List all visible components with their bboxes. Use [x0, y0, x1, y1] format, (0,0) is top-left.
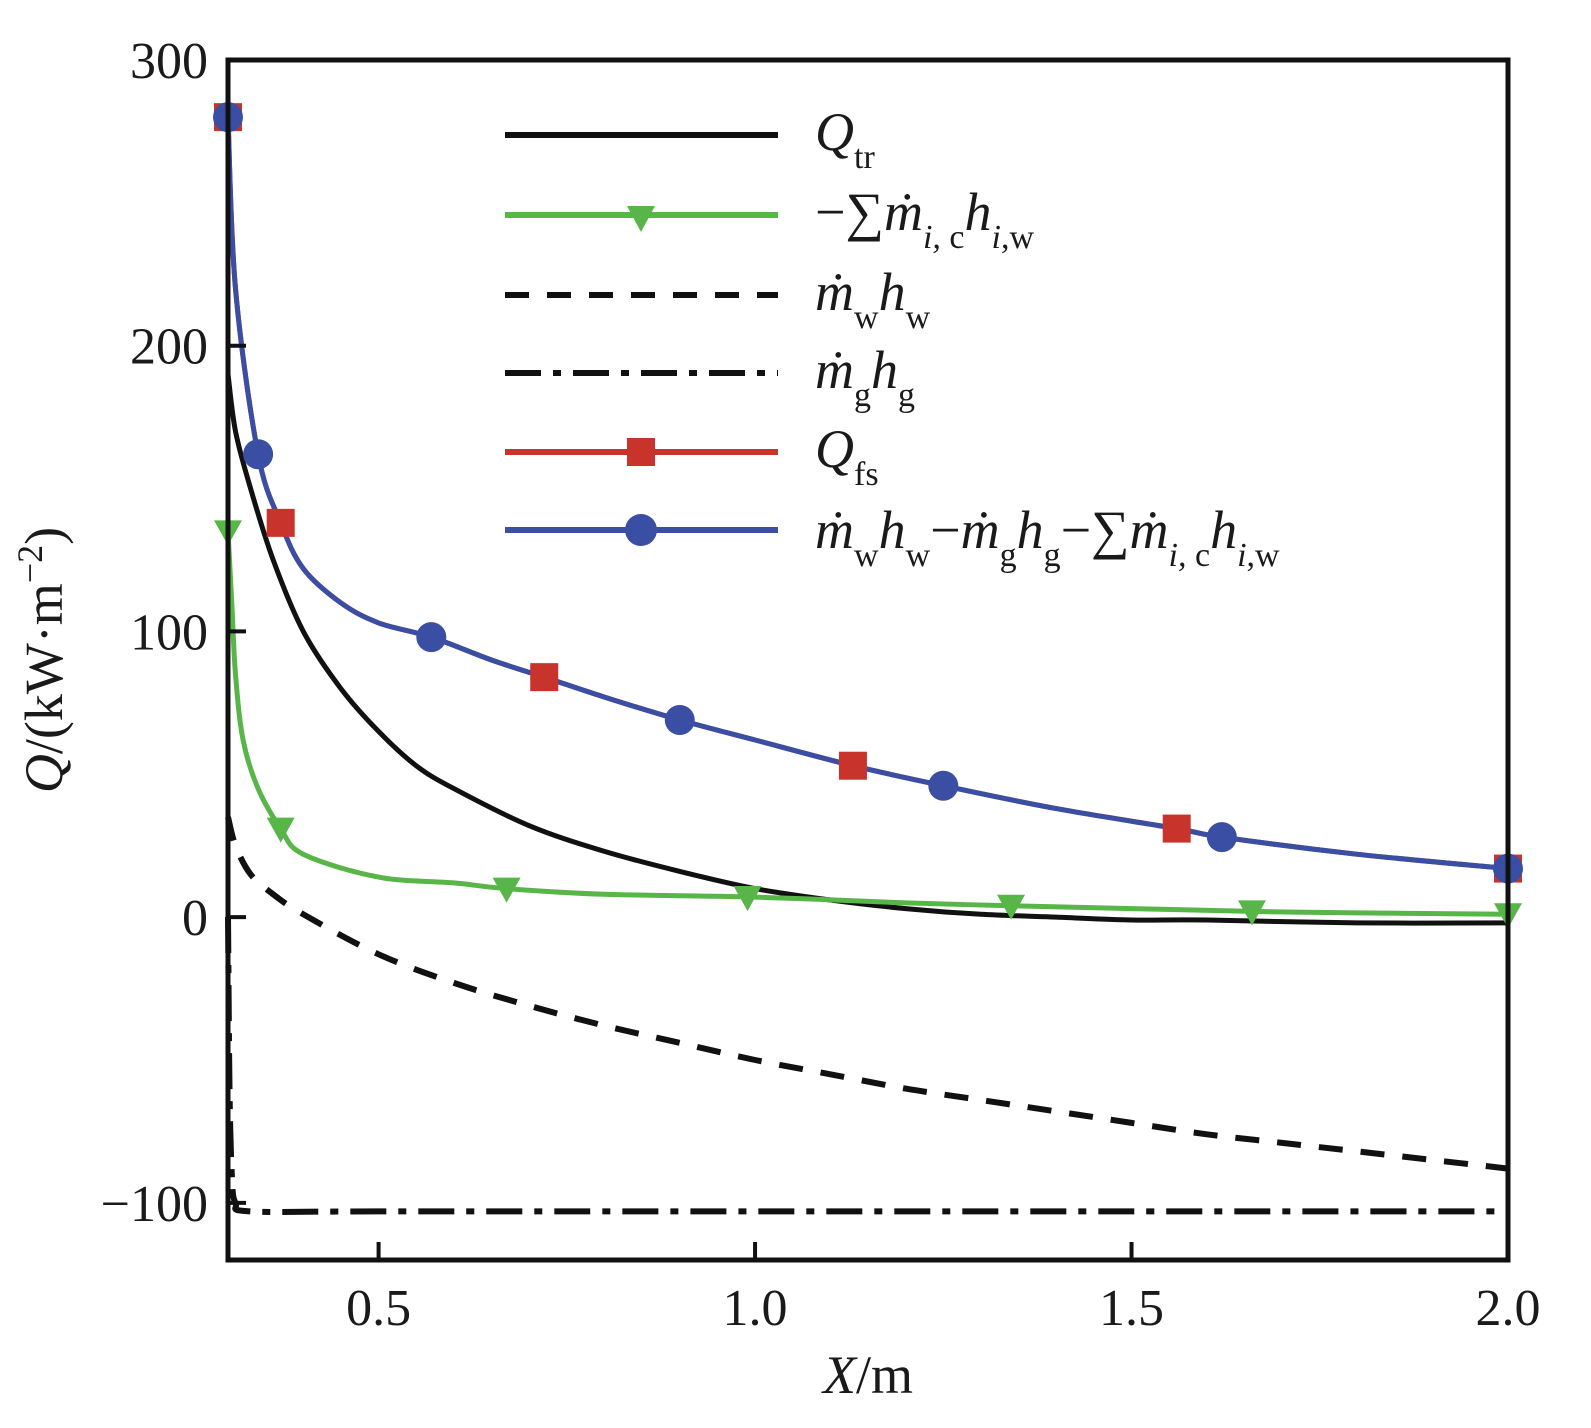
series-marker-combined [243, 439, 274, 470]
series-marker-q-fs [530, 663, 559, 692]
legend-item-m-w-h-w: ṁwhw [505, 262, 931, 336]
y-axis-unit: /(kW·m [14, 583, 74, 754]
x-tick-label: 0.5 [346, 1280, 411, 1337]
series-marker-m-ic-h-iw [492, 877, 521, 903]
legend-label-q-fs: Qfs [815, 419, 879, 493]
series-marker-q-fs [1162, 814, 1191, 843]
series-marker-combined [928, 770, 959, 801]
series-marker-m-ic-h-iw [733, 886, 762, 911]
y-tick-label: 0 [182, 890, 208, 947]
legend-marker-m-ic-h-iw [627, 206, 655, 232]
series-marker-m-ic-h-iw [266, 817, 295, 843]
legend-item-q-fs: Qfs [505, 419, 879, 493]
series-marker-combined [416, 622, 447, 653]
legend-item-m-g-h-g: ṁghg [505, 340, 915, 414]
legend-label-m-ic-h-iw: −∑ṁi, chi,w [815, 182, 1034, 256]
x-axis-var: X [821, 1345, 858, 1405]
series-marker-combined [664, 705, 695, 735]
series-marker-q-fs [266, 508, 295, 537]
series-layer [225, 116, 1509, 1216]
series-marker-m-ic-h-iw [997, 894, 1026, 920]
y-tick-label: −100 [101, 1176, 208, 1233]
series-line-m-w-h-w [225, 816, 1509, 1172]
x-axis-unit: /m [856, 1345, 913, 1405]
x-tick-label: 1.0 [723, 1280, 788, 1337]
legend-label-m-g-h-g: ṁghg [815, 340, 915, 414]
legend-item-m-ic-h-iw: −∑ṁi, chi,w [505, 182, 1034, 256]
legend-label-m-w-h-w: ṁwhw [815, 262, 931, 336]
tick-layer: 0.5 1.0 1.5 2.0 −100 0 100 200 300 [101, 33, 1541, 1337]
series-line-q-tr [225, 373, 1509, 926]
y-axis-close: ) [14, 527, 74, 545]
y-tick-label: 100 [130, 604, 208, 661]
y-tick-label: 300 [130, 33, 208, 90]
legend-marker-combined [625, 514, 657, 546]
series-line-m-ic-h-iw [225, 531, 1509, 917]
x-axis-title: X/m [821, 1345, 913, 1405]
legend-label-q-tr: Qtr [815, 102, 875, 176]
y-tick-label: 200 [130, 319, 208, 376]
legend-label-combined: ṁwhw−ṁghg−∑ṁi, chi,w [815, 500, 1280, 574]
x-tick-label: 1.5 [1099, 1280, 1164, 1337]
plot-frame [225, 57, 1511, 1263]
series-line-m-g-h-g [225, 917, 1508, 1216]
y-axis-title: Q/(kW·m−2) [10, 527, 74, 793]
x-tick-label: 2.0 [1476, 1280, 1541, 1337]
series-marker-combined [1206, 822, 1237, 853]
series-marker-q-fs [838, 751, 867, 780]
legend: Qtr −∑ṁi, chi,w ṁwhw ṁghg Qfs ṁwhw−ṁghg−… [505, 102, 1280, 574]
y-axis-sup: −2 [10, 545, 50, 583]
legend-marker-q-fs [627, 438, 655, 466]
y-axis-var: Q [14, 754, 74, 793]
legend-item-combined: ṁwhw−ṁghg−∑ṁi, chi,w [505, 500, 1280, 574]
series-marker-m-ic-h-iw [1238, 900, 1266, 926]
legend-item-q-tr: Qtr [505, 102, 875, 176]
